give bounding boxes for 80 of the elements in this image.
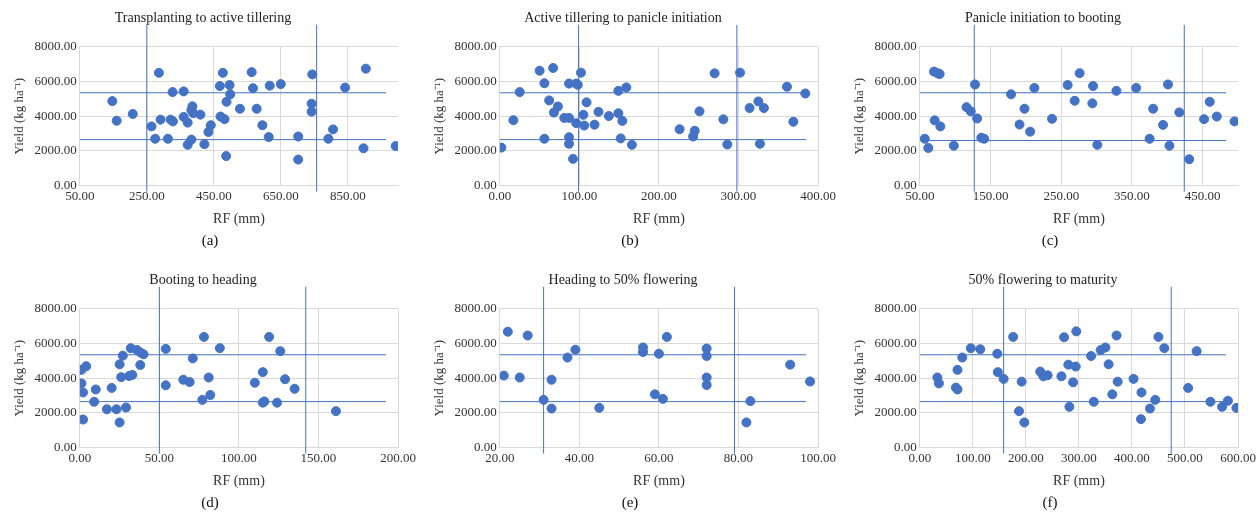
y-tick-label: 4000.00 <box>454 107 497 123</box>
y-tick-label: 6000.00 <box>874 72 917 88</box>
y-tick-label: 0.00 <box>474 439 497 455</box>
y-tick-label: 0.00 <box>474 177 497 193</box>
y-tick-label: 0.00 <box>894 439 917 455</box>
y-tick-label: 0.00 <box>54 439 77 455</box>
text: (a) <box>200 232 220 249</box>
y-tick-label: 4000.00 <box>874 369 917 385</box>
y-tick-label: 2000.00 <box>34 404 77 420</box>
chart-title: Booting to heading <box>149 272 257 288</box>
x-tick-label: 80.00 <box>723 449 754 465</box>
y-tick-label: 6000.00 <box>874 334 917 350</box>
x-tick-label: 200.00 <box>1008 449 1044 465</box>
y-tick-label: 6000.00 <box>454 72 497 88</box>
y-tick-label: 6000.00 <box>34 334 77 350</box>
y-tick-label: 8000.00 <box>34 300 77 316</box>
y-axis-title: Yield (kg ha⁻¹) <box>11 77 27 155</box>
x-tick-label: 40.00 <box>564 449 595 465</box>
x-tick-label: 250.00 <box>1043 187 1080 203</box>
y-tick-label: 8000.00 <box>454 38 497 54</box>
x-tick-label: 450.00 <box>1184 187 1221 203</box>
y-tick-label: 2000.00 <box>454 404 497 420</box>
x-tick-label: 400.00 <box>800 187 836 203</box>
x-tick-label: 100.00 <box>955 449 991 465</box>
x-tick-label: 850.00 <box>329 187 366 203</box>
text: (c) <box>1040 232 1060 249</box>
x-axis-title: RF (mm) <box>1053 473 1106 490</box>
y-tick-label: 6000.00 <box>34 72 77 88</box>
y-tick-label: 2000.00 <box>874 142 917 158</box>
y-axis-title: Yield (kg ha⁻¹) <box>431 339 447 417</box>
chart-title: Panicle initiation to booting <box>965 10 1121 26</box>
y-tick-label: 2000.00 <box>874 404 917 420</box>
chart-title: Active tillering to panicle initiation <box>524 10 722 26</box>
x-axis-title: RF (mm) <box>1053 211 1106 228</box>
x-tick-label: 600.00 <box>1220 449 1256 465</box>
x-tick-label: 450.00 <box>195 187 232 203</box>
x-tick-label: 400.00 <box>1114 449 1150 465</box>
text: (e) <box>620 494 640 511</box>
x-tick-label: 100.00 <box>561 187 598 203</box>
y-axis-title: Yield (kg ha⁻¹) <box>851 77 867 155</box>
x-tick-label: 650.00 <box>262 187 299 203</box>
y-axis-title: Yield (kg ha⁻¹) <box>851 339 867 417</box>
text: (d) <box>200 494 220 511</box>
y-tick-label: 2000.00 <box>454 142 497 158</box>
x-tick-label: 250.00 <box>128 187 165 203</box>
x-tick-label: 150.00 <box>300 449 337 465</box>
y-tick-label: 4000.00 <box>454 369 497 385</box>
y-tick-label: 4000.00 <box>34 369 77 385</box>
chart-title: Transplanting to active tillering <box>114 10 292 26</box>
x-tick-label: 150.00 <box>972 187 1009 203</box>
x-tick-label: 300.00 <box>720 187 757 203</box>
x-tick-label: 200.00 <box>641 187 677 203</box>
y-tick-label: 8000.00 <box>34 38 77 54</box>
x-tick-label: 500.00 <box>1167 449 1203 465</box>
y-tick-label: 8000.00 <box>874 300 917 316</box>
x-axis-title: RF (mm) <box>213 473 266 490</box>
y-tick-label: 8000.00 <box>454 300 497 316</box>
y-tick-label: 4000.00 <box>874 107 917 123</box>
y-tick-label: 4000.00 <box>34 107 77 123</box>
x-tick-label: 300.00 <box>1061 449 1097 465</box>
y-tick-label: 8000.00 <box>874 38 917 54</box>
chart-title: 50% flowering to maturity <box>968 272 1118 288</box>
x-axis-title: RF (mm) <box>633 211 686 228</box>
chart-title: Heading to 50% flowering <box>548 272 698 288</box>
text: (b) <box>620 232 640 249</box>
x-axis-title: RF (mm) <box>633 473 686 490</box>
y-tick-label: 2000.00 <box>34 142 77 158</box>
y-tick-label: 0.00 <box>54 177 77 193</box>
x-tick-label: 50.00 <box>144 449 175 465</box>
y-tick-label: 0.00 <box>894 177 917 193</box>
x-axis-title: RF (mm) <box>213 211 266 228</box>
y-tick-label: 6000.00 <box>454 334 497 350</box>
y-axis-title: Yield (kg ha⁻¹) <box>431 77 447 155</box>
x-tick-label: 100.00 <box>221 449 257 465</box>
x-tick-label: 200.00 <box>380 449 416 465</box>
x-tick-label: 100.00 <box>800 449 836 465</box>
x-tick-label: 350.00 <box>1114 187 1150 203</box>
y-axis-title: Yield (kg ha⁻¹) <box>11 339 27 417</box>
x-tick-label: 60.00 <box>644 449 674 465</box>
text: (f) <box>1041 494 1059 511</box>
